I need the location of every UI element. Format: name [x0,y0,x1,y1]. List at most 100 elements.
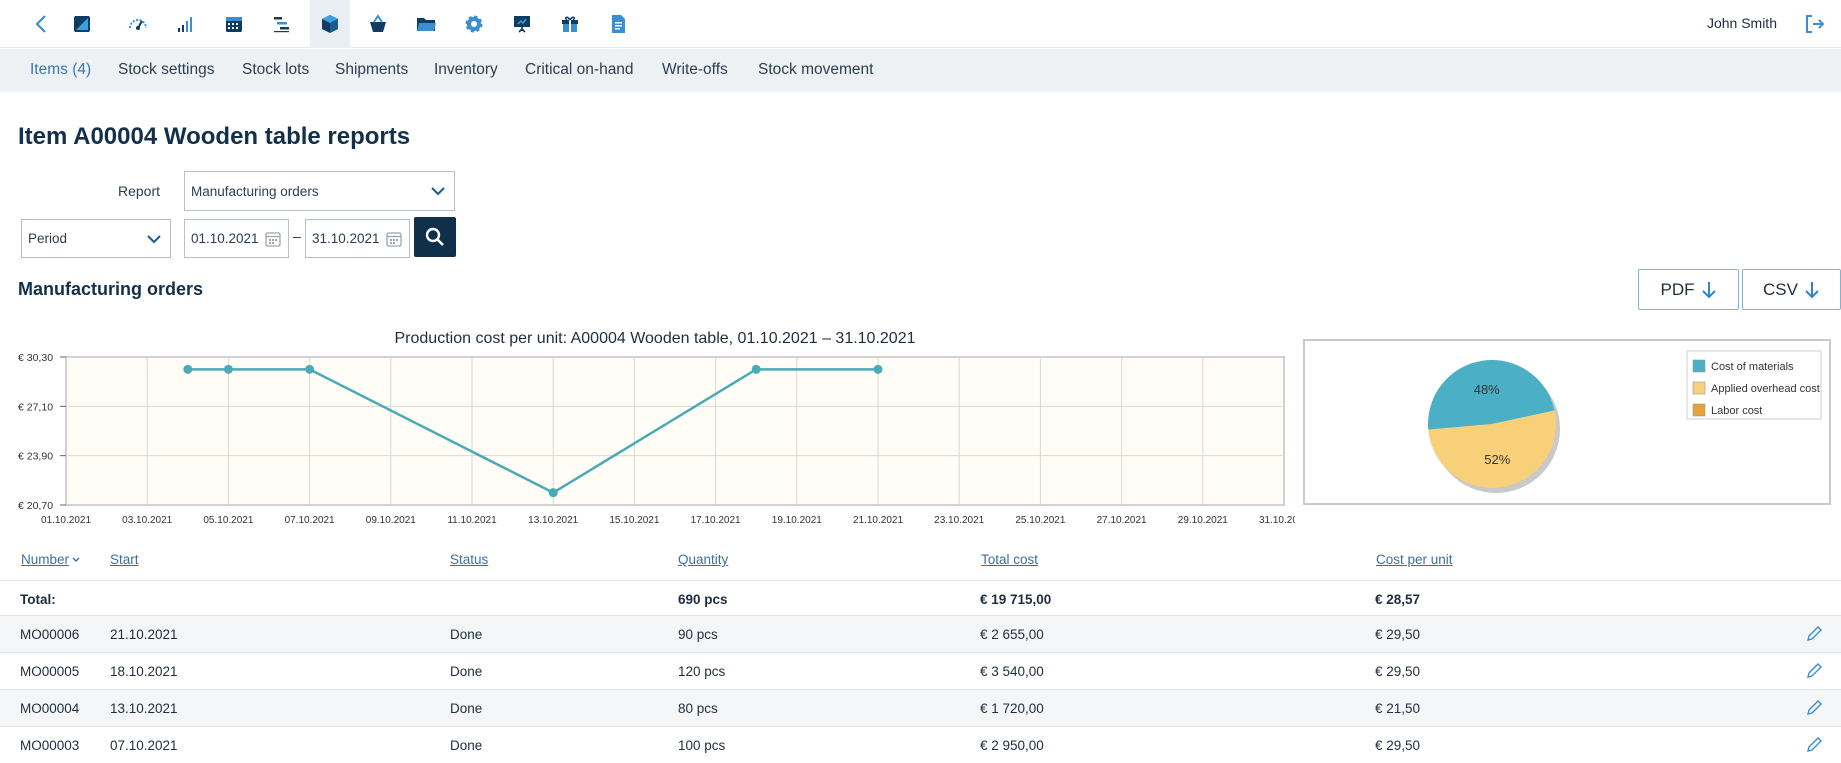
y-tick-label: € 27,10 [18,401,53,413]
col-header-total-cost[interactable]: Total cost [981,552,1039,567]
edit-note-icon[interactable] [62,0,102,48]
tab-shipments[interactable]: Shipments [335,61,409,78]
x-tick-label: 21.10.2021 [853,515,903,526]
col-header-start[interactable]: Start [110,552,139,567]
page-title: Item A00004 Wooden table reports [18,123,411,150]
table-row[interactable]: MO00004 13.10.2021 Done 80 pcs € 1 720,0… [0,689,1841,726]
x-tick-label: 09.10.2021 [366,515,416,526]
cell-number: MO00005 [20,664,80,679]
calendar-icon[interactable] [385,230,403,248]
x-tick-label: 29.10.2021 [1178,515,1228,526]
signal-bars-icon[interactable] [166,0,206,48]
date-from-input[interactable]: 01.10.2021 [184,219,289,258]
table-total-row: Total: 690 pcs € 19 715,00 € 28,57 [0,580,1841,617]
pie-slice[interactable] [1428,410,1556,489]
basket-icon[interactable] [358,0,398,48]
folder-icon[interactable] [406,0,446,48]
pie-slice[interactable] [1428,360,1555,430]
cell-number: MO00004 [20,701,80,716]
data-point[interactable] [751,364,761,374]
logout-icon[interactable] [1803,12,1827,36]
section-title: Manufacturing orders [18,279,204,299]
period-select-value: Period [28,231,68,246]
tab-stock-settings[interactable]: Stock settings [118,61,215,78]
search-icon [425,227,444,246]
pencil-icon[interactable] [1805,736,1823,754]
calendar-icon[interactable] [214,0,254,48]
pie-slice-label: 52% [1484,452,1510,467]
cell-status: Done [450,664,483,679]
plot-area [65,356,1285,506]
col-header-number[interactable]: Number [21,552,81,567]
col-header-status[interactable]: Status [450,552,489,567]
cell-total-cost: € 1 720,00 [980,701,1044,716]
user-name[interactable]: John Smith [1706,15,1777,31]
back-arrow-icon[interactable] [22,0,62,48]
document-icon[interactable] [598,0,638,48]
legend-swatch [1692,403,1706,417]
cell-total-cost: € 3 540,00 [980,664,1044,679]
line-chart-title: Production cost per unit: A00004 Wooden … [394,330,916,347]
arrow-down-icon [1701,281,1716,298]
cell-cost-per-unit: € 21,50 [1375,701,1421,716]
legend-swatch [1692,381,1706,395]
total-cost-per-unit: € 28,57 [1375,592,1421,607]
total-label: Total: [20,592,56,607]
total-cost: € 19 715,00 [980,592,1052,607]
cell-total-cost: € 2 950,00 [980,738,1044,753]
legend-label: Cost of materials [1711,361,1794,373]
pie-slice-label: 48% [1474,382,1500,397]
data-point[interactable] [548,488,558,498]
pie-legend [1686,350,1822,420]
table-row[interactable]: MO00005 18.10.2021 Done 120 pcs € 3 540,… [0,652,1841,689]
export-pdf-button[interactable]: PDF [1638,269,1739,310]
data-point[interactable] [873,364,883,374]
gauge-icon[interactable] [118,0,158,48]
tab-inventory[interactable]: Inventory [434,61,498,78]
chevron-down-icon [431,187,445,196]
arrow-down-icon [1805,281,1819,298]
date-to-input[interactable]: 31.10.2021 [305,219,410,258]
x-tick-label: 31.10.2021 [1259,515,1295,526]
x-tick-label: 23.10.2021 [934,515,984,526]
tab-items[interactable]: Items (4) [30,61,92,78]
cell-start: 13.10.2021 [110,701,178,716]
cell-cost-per-unit: € 29,50 [1375,627,1421,642]
top-toolbar: John Smith [0,0,1841,48]
search-button[interactable] [414,217,456,257]
cell-start: 21.10.2021 [110,627,178,642]
data-point[interactable] [223,364,233,374]
data-point[interactable] [305,364,315,374]
col-header-cost-per-unit[interactable]: Cost per unit [1376,552,1453,567]
tab-write-offs[interactable]: Write-offs [662,61,728,78]
pencil-icon[interactable] [1805,699,1823,717]
cell-cost-per-unit: € 29,50 [1375,664,1421,679]
x-tick-label: 15.10.2021 [609,515,659,526]
presentation-icon[interactable] [502,0,542,48]
data-point[interactable] [183,364,193,374]
tab-stock-lots[interactable]: Stock lots [242,61,310,78]
export-csv-button[interactable]: CSV [1742,269,1841,310]
x-tick-label: 19.10.2021 [772,515,822,526]
calendar-icon[interactable] [264,230,282,248]
x-tick-label: 27.10.2021 [1097,515,1147,526]
gantt-icon[interactable] [262,0,302,48]
gear-icon[interactable] [454,0,494,48]
report-select[interactable]: Manufacturing orders [184,171,455,211]
legend-label: Labor cost [1711,405,1762,417]
tab-critical-on-hand[interactable]: Critical on-hand [525,61,634,78]
table-row[interactable]: MO00003 07.10.2021 Done 100 pcs € 2 950,… [0,726,1841,763]
box-icon[interactable] [310,0,350,48]
gift-icon[interactable] [550,0,590,48]
chevron-down-icon [147,234,161,243]
period-select[interactable]: Period [21,219,171,258]
col-header-quantity[interactable]: Quantity [678,552,729,567]
table-row[interactable]: MO00006 21.10.2021 Done 90 pcs € 2 655,0… [0,615,1841,652]
pencil-icon[interactable] [1805,662,1823,680]
cell-status: Done [450,627,483,642]
report-select-value: Manufacturing orders [191,183,319,199]
export-csv-label: CSV [1763,279,1798,299]
tab-stock-movement[interactable]: Stock movement [758,61,874,78]
export-pdf-label: PDF [1660,279,1695,299]
pencil-icon[interactable] [1805,625,1823,643]
